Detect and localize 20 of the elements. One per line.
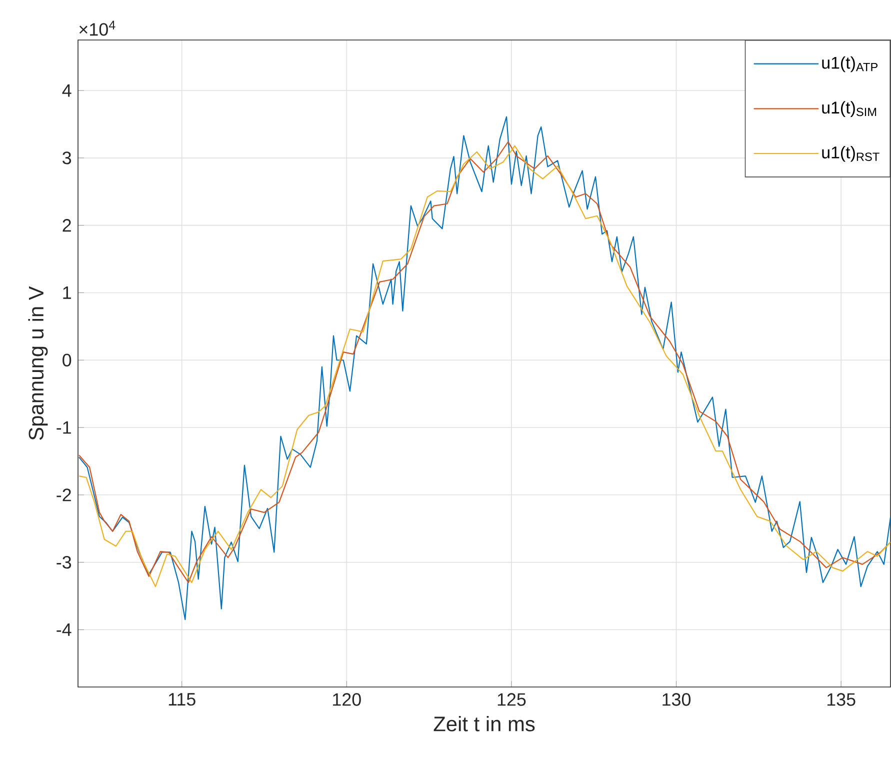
y-tick-label: 3 — [62, 152, 72, 164]
y-tick-label: -3 — [56, 556, 72, 569]
y-tick-label: 0 — [62, 354, 72, 366]
legend-label: u1(t)$_{RST}$ — [822, 146, 880, 162]
x-tick-label: 125 — [498, 693, 526, 706]
y-axis-title: Spannung u in V — [28, 286, 48, 440]
x-tick-label: 135 — [827, 693, 856, 706]
y-tick-label: 1 — [63, 286, 71, 299]
legend-label: u1(t)$_{ATP}$ — [822, 56, 878, 72]
y-tick-label: -2 — [56, 488, 71, 502]
text: ×10$^{4}$ — [79, 20, 116, 36]
x-axis-title: Zeit t in ms — [434, 716, 535, 732]
x-tick-label: 120 — [333, 693, 361, 706]
legend-label: u1(t)$_{SIM}$ — [822, 101, 876, 117]
y-tick-label: 2 — [62, 219, 71, 232]
x-tick-label: 130 — [662, 693, 691, 706]
y-tick-label: -4 — [56, 624, 72, 636]
y-tick-label: -1 — [56, 421, 71, 434]
y-tick-label: 4 — [62, 84, 72, 97]
x-tick-label: 115 — [168, 693, 196, 706]
